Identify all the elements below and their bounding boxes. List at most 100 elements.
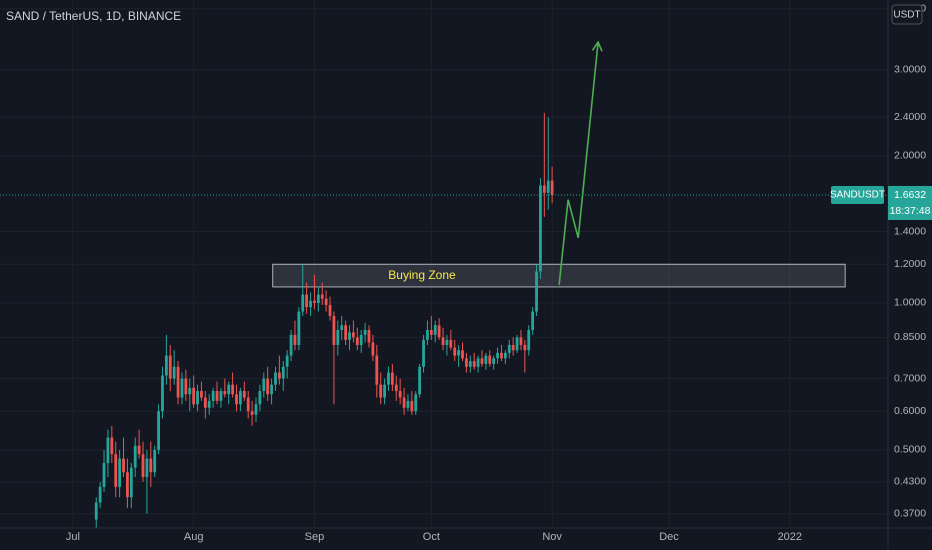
candle-body xyxy=(227,384,231,395)
candle-body xyxy=(223,391,227,395)
candle-body xyxy=(164,355,168,376)
candle-body xyxy=(262,378,266,392)
candle-body xyxy=(375,355,379,385)
candle-body xyxy=(542,185,546,193)
x-tick-label: Aug xyxy=(184,531,204,543)
candle-body xyxy=(274,372,277,385)
candle-body xyxy=(426,329,429,340)
candle-body xyxy=(328,305,332,317)
candle-body xyxy=(429,329,433,335)
candle-body xyxy=(355,337,359,345)
candle-body xyxy=(141,454,145,478)
candle-body xyxy=(387,372,390,385)
chart-title: SAND / TetherUS, 1D, BINANCE xyxy=(6,9,181,23)
candle-body xyxy=(122,458,125,473)
candle-body xyxy=(402,397,406,408)
candle-body xyxy=(126,472,129,498)
candle-body xyxy=(523,344,527,351)
y-tick-label: 0.3700 xyxy=(894,508,926,520)
candle-body xyxy=(94,502,98,520)
candle-body xyxy=(211,391,215,401)
candle-body xyxy=(390,372,394,385)
candle-body xyxy=(332,316,336,345)
candle-body xyxy=(289,334,293,356)
candle-body xyxy=(239,391,242,405)
candle-body xyxy=(449,339,453,348)
candle-body xyxy=(480,358,484,364)
y-tick-label: 0.7000 xyxy=(894,372,926,384)
candle-body xyxy=(219,391,223,401)
candle-body xyxy=(242,391,246,398)
candle-body xyxy=(254,404,258,415)
candle-body xyxy=(200,391,203,398)
candle-body xyxy=(476,358,480,367)
candle-body xyxy=(340,325,344,330)
candle-body xyxy=(196,391,199,405)
candle-body xyxy=(313,300,316,303)
candle-body xyxy=(546,180,550,193)
candle-body xyxy=(301,294,305,312)
candle-body xyxy=(398,391,402,398)
candle-body xyxy=(281,366,285,379)
axes: 0.3700 0.4300 0.5000 0.6000 0.7000 0.8500 1.00… xyxy=(66,3,926,543)
candle-body xyxy=(184,378,188,395)
y-tick-label: 1.4000 xyxy=(894,225,926,237)
candle-body xyxy=(153,449,157,473)
candle-body xyxy=(285,355,289,367)
candle-body xyxy=(468,361,472,367)
x-tick-label: Jul xyxy=(66,531,80,543)
candle-body xyxy=(367,329,371,343)
candle-body xyxy=(102,463,106,487)
candle-body xyxy=(488,355,492,364)
candle-body xyxy=(500,352,503,359)
candle-body xyxy=(188,387,192,395)
candle-body xyxy=(266,378,270,395)
candle-body xyxy=(297,311,301,345)
currency-box[interactable] xyxy=(891,4,923,25)
candles xyxy=(94,112,554,528)
candle-body xyxy=(231,384,235,395)
candle-body xyxy=(110,437,114,455)
candle-body xyxy=(406,400,410,408)
candle-body xyxy=(433,325,437,335)
x-tick-label: 2022 xyxy=(778,531,802,543)
candle-body xyxy=(363,329,367,335)
candle-body xyxy=(114,454,118,487)
candle-body xyxy=(535,271,538,312)
candle-body xyxy=(422,339,425,367)
countdown: 18:37:48 xyxy=(890,205,931,217)
currency[interactable]: USDT xyxy=(893,10,920,21)
candle-body xyxy=(472,361,476,367)
y-tick-label: 0.4300 xyxy=(894,476,926,488)
x-tick-label: Oct xyxy=(423,531,440,543)
candle-body xyxy=(496,352,499,359)
candle-body xyxy=(246,397,250,412)
x-tick-label: Nov xyxy=(542,531,562,543)
x-tick-label: Dec xyxy=(659,531,679,543)
candle-body xyxy=(484,355,488,364)
zone-label: Buying Zone xyxy=(388,268,456,282)
candle-body xyxy=(176,366,180,398)
overlay xyxy=(0,40,888,285)
candle-body xyxy=(172,366,176,379)
candle-body xyxy=(250,411,254,415)
candle-body xyxy=(503,352,507,359)
candle-body xyxy=(461,350,464,359)
candle-body xyxy=(344,325,348,340)
y-tick-label: 0.5000 xyxy=(894,444,926,456)
candle-body xyxy=(118,458,122,487)
x-tick-label: Sep xyxy=(305,531,325,543)
y-tick-label: 1.0000 xyxy=(894,297,926,309)
candle-body xyxy=(371,342,375,356)
candle-body xyxy=(492,358,496,364)
candle-body xyxy=(437,325,441,338)
symbol-tag xyxy=(831,185,884,204)
y-tick-label: 2.4000 xyxy=(894,111,926,123)
zone-layer: Buying Zone xyxy=(272,263,846,288)
y-tick-label: 1.2000 xyxy=(894,258,926,270)
candle-body xyxy=(320,294,324,299)
candle-body xyxy=(527,329,531,351)
candle-body xyxy=(235,394,238,405)
candle-body xyxy=(106,437,110,464)
